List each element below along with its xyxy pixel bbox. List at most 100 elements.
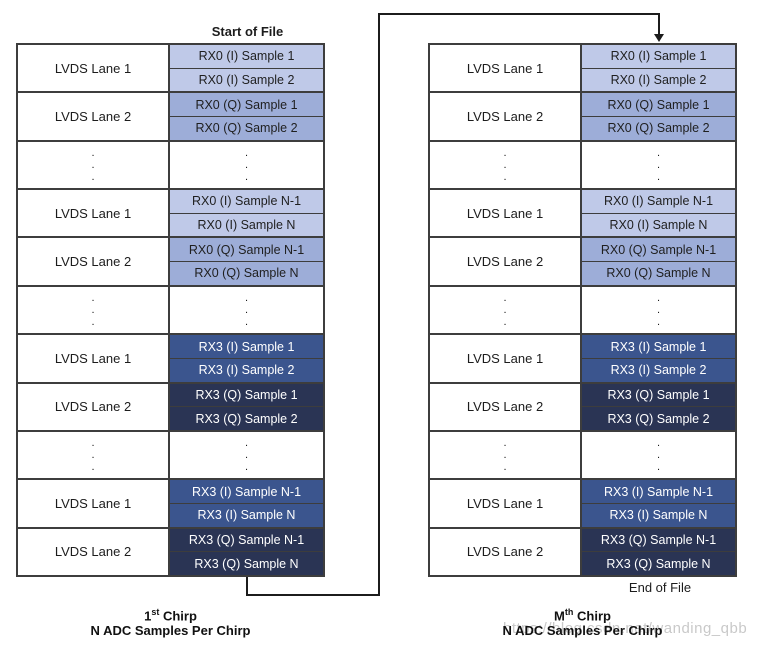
sample-column: . . .: [170, 431, 323, 479]
ellipsis-row: . . .. . .: [18, 429, 323, 479]
sample-cell: RX0 (Q) Sample 2: [582, 116, 735, 140]
first-chirp-caption-line2: N ADC Samples Per Chirp: [90, 623, 251, 639]
sample-cell: RX3 (I) Sample 2: [582, 357, 735, 382]
sample-column: . . .: [582, 141, 735, 189]
sample-column: RX0 (I) Sample N-1 RX0 (I) Sample N: [582, 190, 735, 237]
sample-column: RX3 (Q) Sample N-1 RX3 (Q) Sample N: [170, 528, 323, 575]
lvds-lane-row: LVDS Lane 1 RX3 (I) Sample N-1 RX3 (I) Sam…: [18, 478, 323, 527]
sample-cell: RX0 (I) Sample N: [582, 212, 735, 237]
sample-cell: RX0 (Q) Sample N: [170, 261, 323, 285]
lvds-lane-row: LVDS Lane 1 RX0 (I) Sample N-1 RX0 (I) Sam…: [18, 188, 323, 237]
lvds-lane-row: LVDS Lane 2 RX3 (Q) Sample 1 RX3 (Q) Sampl…: [430, 381, 735, 430]
sample-column: RX0 (Q) Sample 1 RX0 (Q) Sample 2: [582, 93, 735, 140]
sample-cell: RX0 (I) Sample N-1: [170, 190, 323, 213]
first-chirp-table: LVDS Lane 1 RX0 (I) Sample 1 RX0 (I) Sampl…: [16, 43, 325, 577]
ellipsis-cell: . . .: [582, 431, 735, 479]
connector-segment-top-horizontal: [378, 13, 660, 15]
lvds-lane-row: LVDS Lane 2 RX0 (Q) Sample N-1 RX0 (Q) Sam…: [430, 236, 735, 285]
ellipsis-cell: . . .: [18, 286, 170, 334]
ellipsis-cell: . . .: [430, 286, 582, 334]
mth-chirp-table: LVDS Lane 1 RX0 (I) Sample 1 RX0 (I) Sampl…: [428, 43, 737, 577]
lvds-lane-cell: LVDS Lane 1: [430, 45, 582, 92]
first-chirp-caption: 1st Chirp N ADC Samples Per Chirp: [16, 605, 325, 638]
sample-cell: RX0 (Q) Sample N-1: [582, 238, 735, 262]
sample-cell: RX0 (I) Sample 1: [582, 45, 735, 68]
lvds-lane-cell: LVDS Lane 1: [430, 335, 582, 382]
lvds-lane-cell: LVDS Lane 2: [18, 93, 170, 140]
lvds-lane-cell: LVDS Lane 1: [430, 190, 582, 237]
connector-segment-arrow-drop: [658, 13, 660, 36]
sample-column: RX0 (Q) Sample 1 RX0 (Q) Sample 2: [170, 93, 323, 140]
first-chirp-caption-line1: 1st Chirp: [144, 607, 197, 624]
sample-cell: RX0 (Q) Sample 2: [170, 116, 323, 140]
lvds-lane-cell: LVDS Lane 1: [18, 45, 170, 92]
sample-column: . . .: [582, 431, 735, 479]
lvds-lane-cell: LVDS Lane 2: [430, 383, 582, 430]
sample-column: . . .: [170, 286, 323, 334]
ellipsis-cell: . . .: [18, 141, 170, 189]
sample-cell: RX3 (I) Sample 2: [170, 357, 323, 382]
sample-column: RX3 (I) Sample 1 RX3 (I) Sample 2: [170, 335, 323, 382]
lvds-lane-row: LVDS Lane 1 RX3 (I) Sample 1 RX3 (I) Sampl…: [18, 333, 323, 382]
sample-column: RX3 (Q) Sample N-1 RX3 (Q) Sample N: [582, 528, 735, 575]
sample-column: . . .: [582, 286, 735, 334]
lvds-lane-cell: LVDS Lane 2: [18, 383, 170, 430]
connector-segment-vertical-riser: [378, 13, 380, 596]
connector-segment-bottom-drop: [246, 577, 248, 596]
ellipsis-row: . . .. . .: [18, 284, 323, 334]
sample-column: RX3 (I) Sample 1 RX3 (I) Sample 2: [582, 335, 735, 382]
sample-cell: RX0 (Q) Sample N: [582, 261, 735, 285]
mth-chirp-caption-line1: Mth Chirp: [554, 607, 611, 624]
sample-cell: RX3 (Q) Sample 2: [170, 406, 323, 430]
ellipsis-row: . . .. . .: [430, 284, 735, 334]
sample-column: RX3 (I) Sample N-1 RX3 (I) Sample N: [582, 480, 735, 527]
sample-column: RX0 (I) Sample 1 RX0 (I) Sample 2: [582, 45, 735, 92]
sample-cell: RX3 (Q) Sample 2: [582, 406, 735, 430]
sample-cell: RX3 (I) Sample N-1: [582, 480, 735, 503]
sample-cell: RX3 (Q) Sample N-1: [170, 528, 323, 552]
sample-cell: RX3 (Q) Sample N-1: [582, 528, 735, 552]
sample-cell: RX3 (I) Sample N: [582, 502, 735, 527]
ellipsis-row: . . .. . .: [18, 139, 323, 189]
mth-chirp-caption: Mth Chirp N ADC Samples Per Chirp: [428, 605, 737, 638]
sample-cell: RX0 (Q) Sample 1: [170, 93, 323, 117]
sample-cell: RX0 (I) Sample N: [170, 212, 323, 237]
connector-segment-bottom-horizontal: [246, 594, 380, 596]
lvds-lane-row: LVDS Lane 1 RX0 (I) Sample N-1 RX0 (I) Sam…: [430, 188, 735, 237]
end-of-file-label: End of File: [628, 580, 692, 595]
ellipsis-cell: . . .: [170, 431, 323, 479]
sample-cell: RX0 (I) Sample 2: [582, 67, 735, 92]
sample-cell: RX3 (I) Sample N: [170, 502, 323, 527]
sample-column: RX3 (I) Sample N-1 RX3 (I) Sample N: [170, 480, 323, 527]
lvds-lane-cell: LVDS Lane 1: [18, 190, 170, 237]
lvds-lane-cell: LVDS Lane 1: [430, 480, 582, 527]
sample-column: RX0 (Q) Sample N-1 RX0 (Q) Sample N: [582, 238, 735, 285]
lvds-lane-row: LVDS Lane 2 RX3 (Q) Sample 1 RX3 (Q) Sampl…: [18, 381, 323, 430]
lvds-lane-row: LVDS Lane 2 RX0 (Q) Sample 1 RX0 (Q) Sampl…: [430, 91, 735, 140]
sample-column: RX0 (I) Sample N-1 RX0 (I) Sample N: [170, 190, 323, 237]
ellipsis-cell: . . .: [582, 141, 735, 189]
lvds-lane-row: LVDS Lane 2 RX0 (Q) Sample N-1 RX0 (Q) Sam…: [18, 236, 323, 285]
sample-cell: RX0 (I) Sample 2: [170, 67, 323, 92]
ellipsis-cell: . . .: [430, 431, 582, 479]
sample-cell: RX3 (Q) Sample N: [170, 551, 323, 575]
ellipsis-cell: . . .: [170, 286, 323, 334]
ellipsis-cell: . . .: [18, 431, 170, 479]
sample-column: RX0 (Q) Sample N-1 RX0 (Q) Sample N: [170, 238, 323, 285]
lvds-lane-row: LVDS Lane 1 RX3 (I) Sample N-1 RX3 (I) Sam…: [430, 478, 735, 527]
lvds-lane-row: LVDS Lane 1 RX0 (I) Sample 1 RX0 (I) Sampl…: [18, 45, 323, 92]
sample-cell: RX0 (I) Sample 1: [170, 45, 323, 68]
sample-column: . . .: [170, 141, 323, 189]
sample-cell: RX3 (Q) Sample 1: [582, 383, 735, 407]
sample-column: RX0 (I) Sample 1 RX0 (I) Sample 2: [170, 45, 323, 92]
lvds-lane-cell: LVDS Lane 2: [430, 238, 582, 285]
watermark: https://blog.csdn.net/wanding_qbb: [503, 620, 748, 637]
sample-cell: RX3 (Q) Sample N: [582, 551, 735, 575]
ellipsis-cell: . . .: [582, 286, 735, 334]
sample-cell: RX0 (I) Sample N-1: [582, 190, 735, 213]
lvds-lane-cell: LVDS Lane 2: [430, 528, 582, 575]
sample-cell: RX3 (I) Sample 1: [582, 335, 735, 358]
sample-cell: RX3 (I) Sample N-1: [170, 480, 323, 503]
sample-column: RX3 (Q) Sample 1 RX3 (Q) Sample 2: [582, 383, 735, 430]
